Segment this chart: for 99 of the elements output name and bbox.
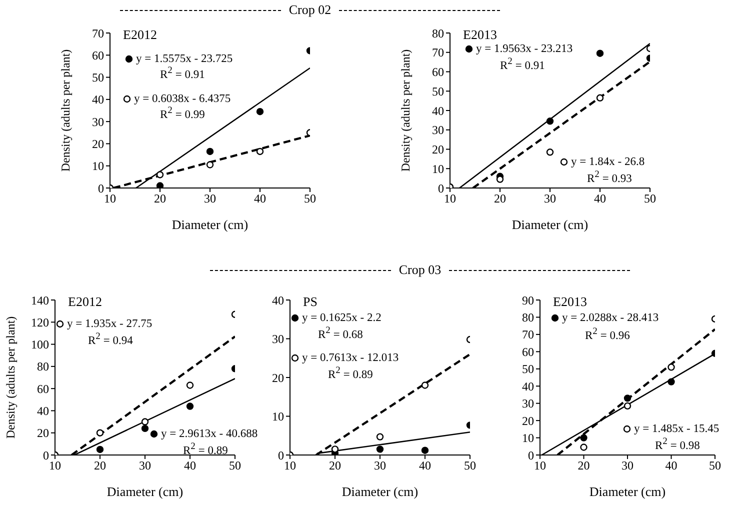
- x-tick-label: 20: [329, 458, 341, 473]
- y-tick-label: 30: [522, 396, 534, 411]
- x-tick-label: 50: [464, 458, 476, 473]
- y-tick-label: 80: [37, 360, 49, 374]
- y-tick-label: 140: [31, 293, 49, 308]
- y-tick-label: 50: [92, 70, 104, 85]
- y-tick-label: 80: [432, 26, 444, 40]
- y-tick-label: 60: [432, 65, 444, 80]
- y-tick-label: 0: [43, 448, 49, 462]
- x-tick-label: 50: [644, 192, 656, 206]
- x-axis-title: Diameter (cm): [342, 484, 418, 499]
- annotation: R$^{2}$ = 0.94: [88, 331, 133, 347]
- y-tick-label: 0: [98, 181, 104, 196]
- y-tick-label: 10: [432, 162, 444, 176]
- chart-subtitle: E2013: [553, 294, 587, 310]
- x-tick-label: 10: [49, 458, 61, 473]
- y-tick-label: 30: [272, 332, 284, 346]
- y-tick-label: 100: [31, 338, 49, 352]
- y-tick-label: 30: [92, 114, 104, 129]
- x-axis-title: Diameter (cm): [512, 217, 588, 232]
- y-tick-label: 20: [272, 370, 284, 385]
- legend-label: y = 2.9613x - 40.688: [161, 428, 258, 440]
- annotation: R$^{2}$ = 0.98: [655, 436, 700, 452]
- y-tick-label: 40: [522, 379, 534, 394]
- x-tick-label: 30: [204, 192, 216, 206]
- legend-label: y = 1.5575x - 23.725: [136, 53, 233, 65]
- x-tick-label: 40: [254, 192, 266, 206]
- x-tick-label: 10: [444, 192, 456, 206]
- y-tick-label: 40: [37, 404, 49, 418]
- y-tick-label: 20: [522, 414, 534, 428]
- legend-label: y = 1.84x - 26.8: [571, 156, 645, 168]
- y-tick-label: 30: [432, 123, 444, 138]
- chart-title: Crop 02: [288, 2, 332, 18]
- y-tick-label: 50: [522, 362, 534, 376]
- legend-label: y = 0.6038x - 6.4375: [134, 93, 231, 105]
- annotation: R$^{2}$ = 0.91: [160, 65, 205, 81]
- y-tick-label: 20: [432, 142, 444, 157]
- x-tick-label: 30: [544, 192, 556, 206]
- y-axis-title: Density (adults per plant): [398, 49, 412, 172]
- y-tick-label: 60: [92, 48, 104, 62]
- y-axis-title: Density (adults per plant): [3, 316, 18, 439]
- y-tick-label: 10: [522, 431, 534, 446]
- y-tick-label: 40: [92, 92, 104, 107]
- x-axis-title: Diameter (cm): [172, 217, 248, 232]
- annotation: R$^{2}$ = 0.91: [500, 56, 545, 72]
- y-tick-label: 20: [92, 136, 104, 151]
- x-tick-label: 10: [104, 192, 116, 206]
- y-tick-label: 80: [522, 310, 534, 324]
- legend-label: y = 0.7613x - 12.013: [302, 352, 399, 364]
- y-tick-label: 40: [272, 293, 284, 308]
- y-tick-label: 70: [522, 328, 534, 342]
- chart-subtitle: E2013: [463, 27, 497, 43]
- legend-label: y = 1.485x - 15.45: [634, 423, 720, 435]
- annotation: R$^{2}$ = 0.96: [585, 326, 630, 342]
- y-tick-label: 40: [432, 104, 444, 118]
- chart-subtitle: E2012: [123, 27, 157, 43]
- annotation: R$^{2}$ = 0.99: [160, 105, 205, 121]
- x-tick-label: 40: [184, 458, 196, 473]
- chart-subtitle: PS: [303, 294, 318, 310]
- x-tick-label: 50: [304, 192, 316, 206]
- y-tick-label: 20: [37, 426, 49, 440]
- y-tick-label: 60: [522, 344, 534, 359]
- y-axis-title: Density (adults per plant): [58, 49, 72, 172]
- x-tick-label: 30: [374, 458, 386, 473]
- x-tick-label: 10: [534, 458, 546, 473]
- y-tick-label: 0: [528, 448, 534, 462]
- y-tick-label: 10: [92, 159, 104, 174]
- legend-label: y = 1.935x - 27.75: [67, 318, 152, 330]
- legend-label: y = 1.9563x - 23.213: [476, 43, 573, 55]
- y-tick-label: 50: [432, 84, 444, 98]
- x-tick-label: 40: [594, 192, 606, 206]
- y-tick-label: 120: [31, 315, 49, 330]
- y-tick-label: 70: [92, 26, 104, 40]
- x-tick-label: 10: [284, 458, 296, 473]
- legend-label: y = 0.1625x - 2.2: [302, 312, 382, 324]
- chart-subtitle: E2012: [68, 294, 102, 310]
- annotation: R$^{2}$ = 0.93: [587, 169, 632, 185]
- x-tick-label: 40: [419, 458, 431, 473]
- x-tick-label: 50: [709, 458, 721, 473]
- y-tick-label: 0: [438, 181, 444, 196]
- x-tick-label: 20: [154, 192, 166, 206]
- legend-label: y = 2.0288x - 28.413: [562, 312, 659, 324]
- x-axis-title: Diameter (cm): [589, 484, 666, 499]
- y-tick-label: 10: [272, 410, 284, 424]
- x-tick-label: 30: [139, 458, 151, 473]
- x-tick-label: 50: [229, 458, 241, 473]
- x-tick-label: 30: [622, 458, 634, 473]
- annotation: R$^{2}$ = 0.68: [318, 325, 363, 341]
- chart-title: Crop 03: [398, 262, 442, 278]
- x-tick-label: 40: [665, 458, 678, 473]
- x-axis-title: Diameter (cm): [106, 484, 184, 499]
- y-tick-label: 0: [278, 448, 284, 462]
- y-tick-label: 70: [432, 46, 444, 60]
- annotation: R$^{2}$ = 0.89: [328, 365, 373, 381]
- annotation: R$^{2}$ = 0.89: [183, 441, 228, 457]
- x-tick-label: 20: [494, 192, 506, 206]
- y-tick-label: 60: [37, 382, 49, 396]
- x-tick-label: 20: [578, 458, 590, 473]
- y-tick-label: 90: [522, 293, 534, 308]
